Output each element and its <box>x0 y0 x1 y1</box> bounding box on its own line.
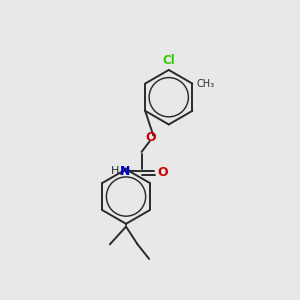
Text: H: H <box>111 166 119 176</box>
Text: Cl: Cl <box>162 54 175 67</box>
Text: N: N <box>120 165 130 178</box>
Text: O: O <box>146 131 156 144</box>
Text: O: O <box>157 167 168 179</box>
Text: CH₃: CH₃ <box>197 79 215 88</box>
